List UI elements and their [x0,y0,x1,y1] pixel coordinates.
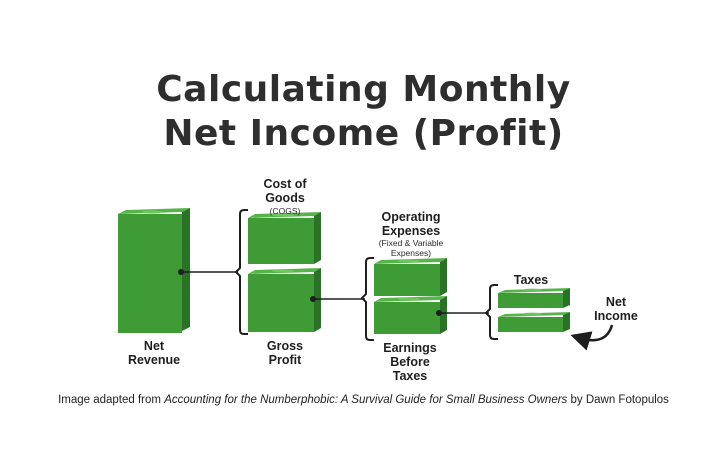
label-earnings-before-taxes: Earnings Before Taxes [370,341,450,383]
label-net-income-line1: Net [605,295,627,309]
net-revenue-money-stack [118,208,190,333]
image-caption: Image adapted from Accounting for the Nu… [0,394,727,406]
cogs-money-stack [248,212,321,264]
label-operating-expenses-note1: (Fixed & Variable [378,238,444,248]
bracket-gross-profit-split [360,257,374,341]
caption-suffix: by Dawn Fotopulos [567,394,669,406]
gross-profit-money-stack [248,268,321,332]
net-income-money-stack [498,312,570,332]
label-net-income: Net Income [588,295,644,323]
label-operating-expenses-line2: Expenses [381,224,441,238]
earnings-before-taxes-money-stack [374,296,447,334]
net-income-arrow-icon [570,324,614,351]
bracket-revenue-split [234,209,248,335]
label-gross-profit-line2: Profit [268,353,302,367]
page-title-line-2: Net Income (Profit) [163,113,564,154]
caption-book-title: Accounting for the Numberphobic: A Survi… [164,394,568,406]
label-cogs-line1: Cost of [263,177,307,191]
label-net-income-line2: Income [594,309,638,323]
taxes-money-stack [498,288,570,308]
label-operating-expenses-note2: Expenses) [390,248,432,258]
label-earnings-line2: Before [390,355,430,369]
label-cogs-line2: Goods [265,191,305,205]
label-earnings-line1: Earnings [383,341,437,355]
label-gross-profit-line1: Gross [266,339,304,353]
page-title-line-1: Calculating Monthly [156,69,571,110]
label-net-revenue-line2: Revenue [127,353,181,367]
label-net-revenue-line1: Net [143,339,165,353]
caption-prefix: Image adapted from [58,394,165,406]
label-earnings-line3: Taxes [392,369,428,383]
label-cogs-abbr: (COGS) [269,206,301,216]
label-net-revenue: Net Revenue [118,339,190,367]
label-taxes: Taxes [513,273,549,287]
label-operating-expenses-line1: Operating [381,210,441,224]
operating-expenses-money-stack [374,258,447,296]
label-operating-expenses-note: (Fixed & Variable Expenses) [364,238,458,258]
label-cogs: Cost of Goods [248,177,322,205]
label-operating-expenses: Operating Expenses [364,210,458,238]
label-gross-profit: Gross Profit [248,339,322,367]
bracket-earnings-split [484,284,498,340]
